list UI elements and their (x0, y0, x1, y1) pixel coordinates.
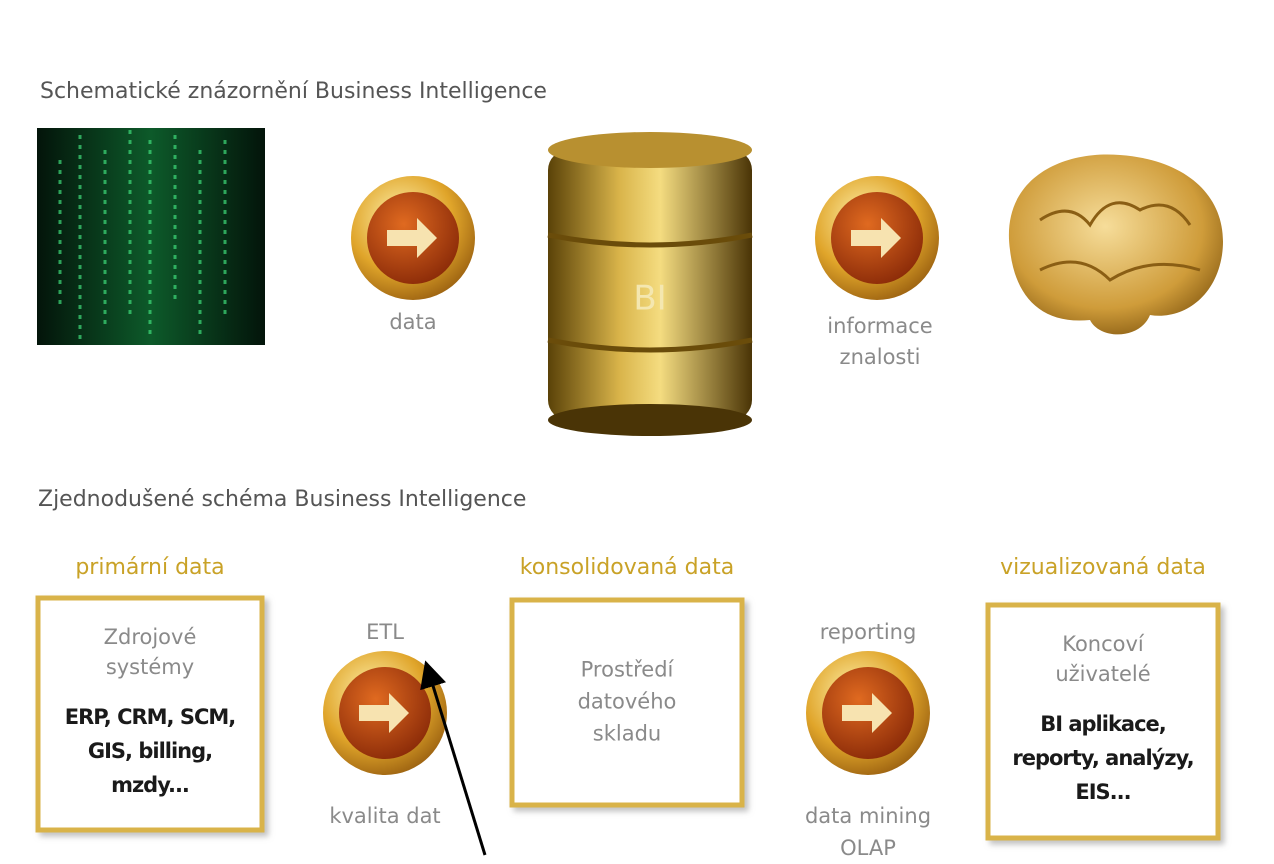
bottom-title: Zjednodušené schéma Business Intelligenc… (38, 487, 526, 512)
stage-heading: vizualizovaná data (1000, 555, 1206, 580)
box-detail: reporty, analýzy, (1012, 746, 1193, 770)
knowledge-label: informace (827, 314, 932, 338)
connector-note: kvalita dat (329, 804, 440, 828)
knowledge-label: znalosti (840, 345, 921, 369)
box-detail: GIS, billing, (88, 739, 212, 763)
box-title: systémy (106, 655, 194, 679)
box-title: datového (578, 690, 677, 714)
data-label: data (389, 310, 436, 334)
box-title: Prostředí (581, 658, 675, 682)
matrix-image (37, 128, 265, 345)
top-title: Schematické znázornění Business Intellig… (40, 79, 547, 104)
box-title: Koncoví (1062, 632, 1145, 656)
box-title: skladu (593, 722, 661, 746)
connector-note: data mining (805, 804, 931, 828)
stage-heading: konsolidovaná data (520, 555, 734, 580)
arrow-button (806, 651, 930, 775)
diagram: Schematické znázornění Business Intellig… (0, 0, 1274, 864)
barrel-label: BI (633, 279, 666, 319)
box-detail: ERP, CRM, SCM, (65, 705, 236, 729)
arrow-button (815, 176, 939, 300)
box-title: Zdrojové (104, 625, 197, 649)
box-detail: mzdy... (111, 773, 189, 797)
connector-label: ETL (366, 620, 404, 644)
connector-note: OLAP (840, 836, 896, 860)
connector-label: reporting (820, 620, 917, 644)
stage-heading: primární data (75, 555, 224, 580)
box-detail: BI aplikace, (1040, 712, 1166, 736)
box-detail: EIS... (1075, 780, 1130, 804)
box-title: uživatelé (1055, 662, 1150, 686)
brain-image (1009, 154, 1223, 334)
arrow-button (351, 176, 475, 300)
